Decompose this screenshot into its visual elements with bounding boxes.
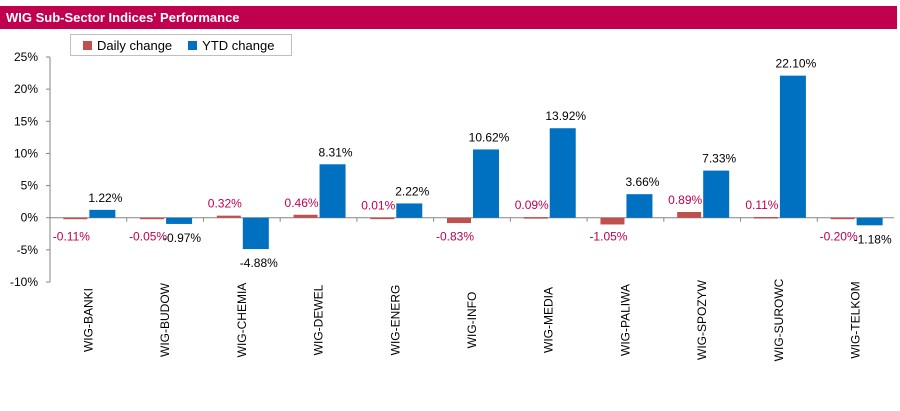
y-tick-label: 0% [21,211,39,225]
bar-ytd-change [779,75,806,218]
y-tick-label: -10% [10,275,38,289]
data-label-ytd: 2.22% [395,184,429,198]
bar-daily-change [753,217,778,219]
x-tick-label: WIG-PALIWA [618,284,632,356]
bar-daily-change [830,217,855,220]
data-label-daily: -0.83% [436,230,474,244]
data-label-ytd: 3.66% [625,175,659,189]
data-label-daily: -0.05% [129,230,167,244]
y-tick-label: -5% [17,243,39,257]
bar-ytd-change [396,203,423,218]
bar-ytd-change [166,217,193,224]
data-label-daily: 0.89% [668,193,702,207]
chart-title: WIG Sub-Sector Indices' Performance [0,6,897,29]
y-tick-label: 25% [14,50,38,64]
bar-daily-change [600,217,625,225]
data-label-daily: -1.05% [589,230,627,244]
bar-daily-change [523,217,548,219]
bar-daily-change [447,217,471,224]
x-tick-label: WIG-INFO [465,292,479,349]
data-label-ytd: 8.31% [319,145,353,159]
data-label-ytd: -0.97% [163,231,201,245]
x-tick-label: WIG-BUDOW [158,282,172,357]
bar-daily-change [370,217,395,220]
x-tick-label: WIG-SUROWC [772,278,786,361]
bar-ytd-change [89,209,116,218]
legend-label-ytd: YTD change [202,37,275,53]
x-tick-label: WIG-MEDIA [542,287,556,353]
data-label-ytd: 13.92% [545,109,586,123]
data-label-ytd: -1.18% [854,232,892,246]
x-tick-label: WIG-SPOZYW [695,279,709,360]
y-tick-label: 15% [14,114,38,128]
data-label-daily: 0.09% [515,198,549,212]
legend-swatch-daily [83,40,92,50]
y-tick-label: 5% [21,179,39,193]
x-tick-label: WIG-CHEMIA [235,283,249,358]
legend-item-ytd: YTD change [188,38,274,53]
data-label-daily: 0.46% [285,196,319,210]
x-tick-label: WIG-BANKI [81,288,95,352]
y-tick-label: 10% [14,146,38,160]
bar-ytd-change [242,217,269,250]
bar-daily-change [140,217,165,220]
y-tick-label: 20% [14,82,38,96]
data-label-ytd: 7.33% [702,152,736,166]
legend-item-daily: Daily change [83,38,172,53]
data-label-daily: -0.11% [53,230,90,244]
x-tick-label: WIG-TELKOM [849,281,863,358]
bar-ytd-change [319,164,346,218]
bar-ytd-change [626,194,653,218]
chart-area: -10% -5% 0% 5% 10% 15% 20% 25% -0.11% 1.22% WIG-BA… [0,30,900,406]
x-tick-label: WIG-ENERG [388,285,402,356]
data-label-daily: 0.32% [208,197,242,211]
bar-daily-change [216,215,241,218]
data-label-ytd: 1.22% [88,191,122,205]
bar-ytd-change [549,128,576,218]
bar-ytd-change [703,170,730,218]
data-label-ytd: 22.10% [776,57,817,71]
data-label-ytd: 10.62% [469,130,510,144]
bar-ytd-change [856,217,883,226]
data-label-ytd: -4.88% [240,256,278,270]
legend-label-daily: Daily change [97,37,173,53]
bar-daily-change [293,214,318,218]
bar-chart: -10% -5% 0% 5% 10% 15% 20% 25% -0.11% 1.22% WIG-BA… [10,50,894,361]
legend: Daily change YTD change [70,34,292,56]
bar-ytd-change [473,149,499,218]
legend-swatch-ytd [188,40,198,50]
data-label-daily: -0.20% [820,230,858,244]
data-label-daily: 0.01% [361,199,395,213]
bar-daily-change [63,217,88,220]
bar-daily-change [677,211,702,218]
x-tick-label: WIG-DEWEL [312,284,326,355]
data-label-daily: 0.11% [745,198,778,212]
